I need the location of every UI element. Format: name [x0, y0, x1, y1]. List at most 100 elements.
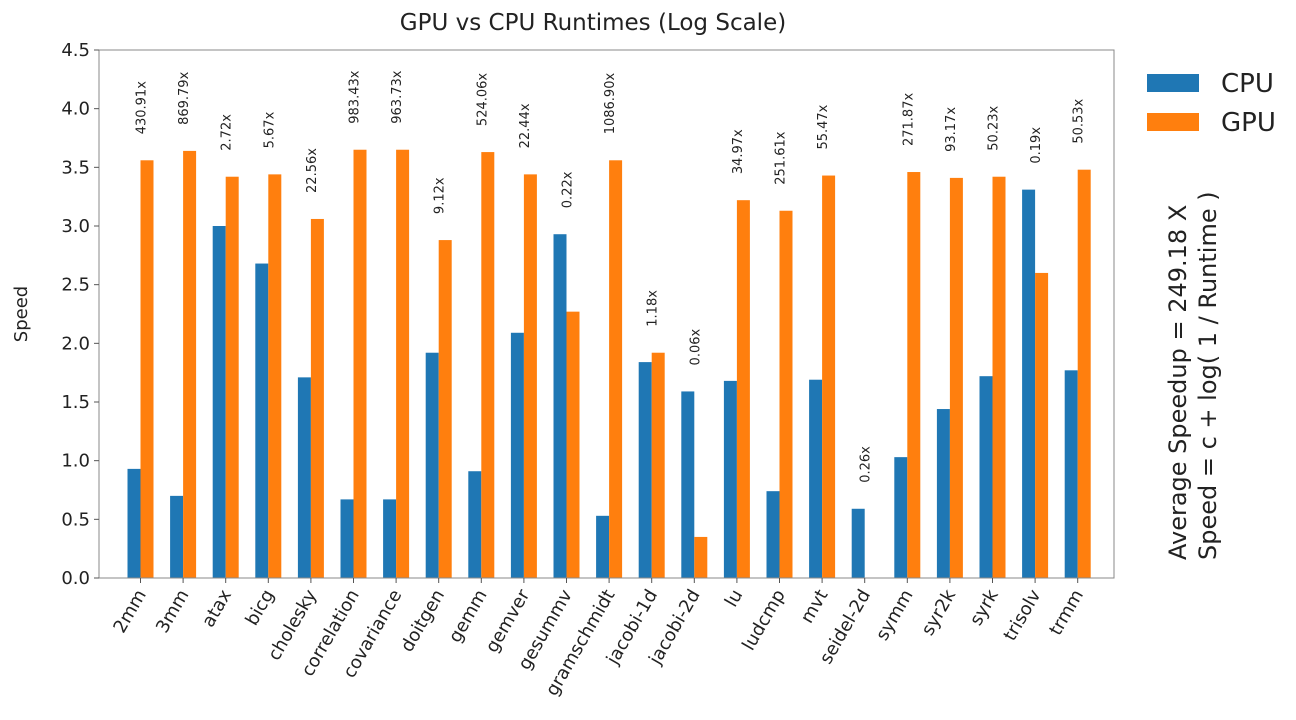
- legend-label-gpu: GPU: [1221, 108, 1276, 138]
- bar-cpu-covariance: [383, 499, 397, 578]
- x-tick-label-bicg: bicg: [242, 586, 279, 629]
- bar-gpu-trmm: [1077, 169, 1091, 578]
- speedup-label-correlation: 983.43x: [348, 70, 363, 123]
- speedup-label-jacobi-1d: 1.18x: [646, 290, 661, 327]
- x-tick-label-mvt: mvt: [797, 586, 833, 627]
- bar-gpu-gemver: [523, 174, 537, 578]
- plot-area-frame: [98, 49, 1115, 579]
- bar-gpu-gemm: [481, 152, 495, 578]
- bar-cpu-lu: [723, 380, 737, 578]
- y-tick-label: 4.0: [61, 99, 90, 120]
- speedup-label-doitgen: 9.12x: [433, 177, 448, 214]
- bar-cpu-syr2k: [936, 409, 950, 578]
- speedup-annotation: Average Speedup = 249.18 X Speed = c + l…: [1164, 191, 1222, 560]
- bar-gpu-mvt: [822, 175, 836, 578]
- bar-cpu-2mm: [127, 468, 141, 578]
- speed-formula-text: Speed = c + log( 1 / Runtime ): [1194, 191, 1222, 560]
- legend-swatch-gpu: [1147, 113, 1199, 131]
- x-tick-label-syr2k: syr2k: [917, 586, 960, 640]
- average-speedup-text: Average Speedup = 249.18 X: [1164, 205, 1192, 560]
- y-tick-label: 0.0: [61, 568, 90, 589]
- bar-gpu-symm: [907, 172, 921, 578]
- x-tick-label-symm: symm: [872, 586, 918, 644]
- bar-cpu-syrk: [979, 376, 993, 578]
- bar-cpu-jacobi-2d: [681, 391, 695, 578]
- y-tick-label: 2.5: [61, 275, 90, 296]
- bar-gpu-bicg: [268, 174, 282, 578]
- bar-gpu-2mm: [140, 160, 154, 578]
- speedup-label-ludcmp: 251.61x: [774, 131, 789, 184]
- bar-gpu-doitgen: [438, 240, 452, 578]
- speedup-label-gesummv: 0.22x: [561, 171, 576, 208]
- bar-cpu-seidel-2d: [851, 508, 865, 578]
- y-tick-label: 2.0: [61, 333, 90, 354]
- bar-cpu-cholesky: [297, 377, 311, 578]
- bar-cpu-gemm: [468, 471, 482, 578]
- x-tick-label-gemm: gemm: [445, 586, 492, 646]
- y-axis-label: Speed: [11, 286, 32, 342]
- speedup-label-mvt: 55.47x: [816, 104, 831, 149]
- x-tick-label-2mm: 2mm: [109, 586, 150, 637]
- speedup-label-symm: 271.87x: [901, 93, 916, 146]
- bar-cpu-correlation: [340, 499, 354, 578]
- bar-gpu-gesummv: [566, 311, 580, 578]
- speedup-label-seidel-2d: 0.26x: [859, 446, 874, 483]
- speedup-label-gemver: 22.44x: [518, 103, 533, 148]
- speedup-label-cholesky: 22.56x: [305, 148, 320, 193]
- bar-cpu-ludcmp: [766, 491, 780, 578]
- bar-cpu-trmm: [1064, 370, 1078, 578]
- bar-cpu-gemver: [510, 332, 524, 578]
- speedup-label-atax: 2.72x: [220, 114, 235, 151]
- bar-gpu-correlation: [353, 149, 367, 578]
- speedup-label-syrk: 50.23x: [987, 106, 1002, 151]
- bar-gpu-syr2k: [949, 177, 963, 579]
- speedup-label-covariance: 963.73x: [390, 70, 405, 123]
- bar-gpu-cholesky: [310, 218, 324, 578]
- speedup-labels-layer: 430.91x 869.79x 2.72x 5.67x 22.56x 983.43x 963…: [135, 70, 1087, 483]
- bar-cpu-doitgen: [425, 352, 439, 578]
- x-tick-label-syrk: syrk: [966, 586, 1003, 630]
- y-tick-label: 0.5: [61, 509, 90, 530]
- speedup-label-jacobi-2d: 0.06x: [688, 328, 703, 365]
- y-tick-label: 1.0: [61, 451, 90, 472]
- speedup-label-2mm: 430.91x: [135, 81, 150, 134]
- speedup-label-3mm: 869.79x: [177, 71, 192, 124]
- bar-gpu-lu: [736, 200, 750, 579]
- bar-cpu-mvt: [809, 379, 823, 578]
- x-axis: 2mm 3mm atax bicgcholeskycorrelationcovaria…: [109, 578, 1088, 700]
- x-tick-label-3mm: 3mm: [152, 586, 193, 637]
- speedup-label-gramschmidt: 1086.90x: [603, 73, 618, 135]
- speedup-label-trmm: 50.53x: [1072, 98, 1087, 143]
- bar-gpu-covariance: [396, 149, 410, 578]
- speedup-label-syr2k: 93.17x: [944, 107, 959, 152]
- y-tick-label: 4.5: [61, 40, 90, 61]
- x-tick-label-trisolv: trisolv: [999, 586, 1045, 645]
- bar-gpu-gramschmidt: [609, 160, 623, 578]
- legend: CPU GPU: [1147, 69, 1276, 138]
- y-tick-label: 3.0: [61, 216, 90, 237]
- legend-swatch-cpu: [1147, 74, 1199, 92]
- bar-gpu-trisolv: [1035, 272, 1049, 578]
- speedup-label-bicg: 5.67x: [262, 111, 277, 148]
- y-tick-label: 1.5: [61, 392, 90, 413]
- bar-cpu-trisolv: [1022, 189, 1036, 579]
- bar-cpu-jacobi-1d: [638, 362, 652, 578]
- bar-cpu-gramschmidt: [596, 515, 610, 578]
- speedup-label-trisolv: 0.19x: [1029, 127, 1044, 164]
- bar-cpu-3mm: [170, 495, 184, 578]
- y-tick-label: 3.5: [61, 157, 90, 178]
- bar-cpu-symm: [894, 457, 908, 578]
- bar-cpu-gesummv: [553, 234, 567, 579]
- bar-gpu-3mm: [183, 150, 197, 578]
- bars-layer: [127, 149, 1091, 579]
- chart-title: GPU vs CPU Runtimes (Log Scale): [400, 10, 786, 36]
- x-tick-label-lu: lu: [721, 586, 747, 611]
- legend-label-cpu: CPU: [1221, 69, 1274, 99]
- x-tick-label-trmm: trmm: [1045, 586, 1088, 639]
- bar-gpu-syrk: [992, 176, 1006, 578]
- bar-cpu-atax: [212, 226, 226, 578]
- bar-gpu-jacobi-1d: [651, 352, 665, 578]
- y-axis: 0.0 0.5 1.0 1.5 2.0 2.5 3.0 3.5 4.0 4.5: [61, 40, 99, 589]
- x-tick-label-atax: atax: [198, 586, 236, 631]
